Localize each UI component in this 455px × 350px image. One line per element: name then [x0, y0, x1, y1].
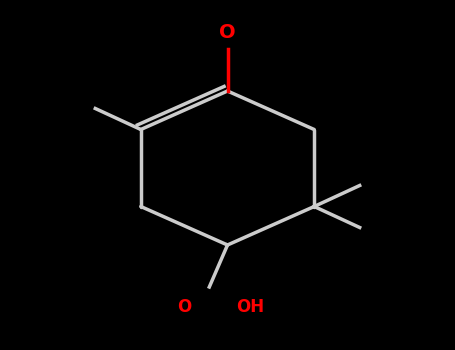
Text: O: O	[219, 23, 236, 42]
Text: OH: OH	[237, 298, 265, 315]
Text: O: O	[177, 298, 191, 315]
